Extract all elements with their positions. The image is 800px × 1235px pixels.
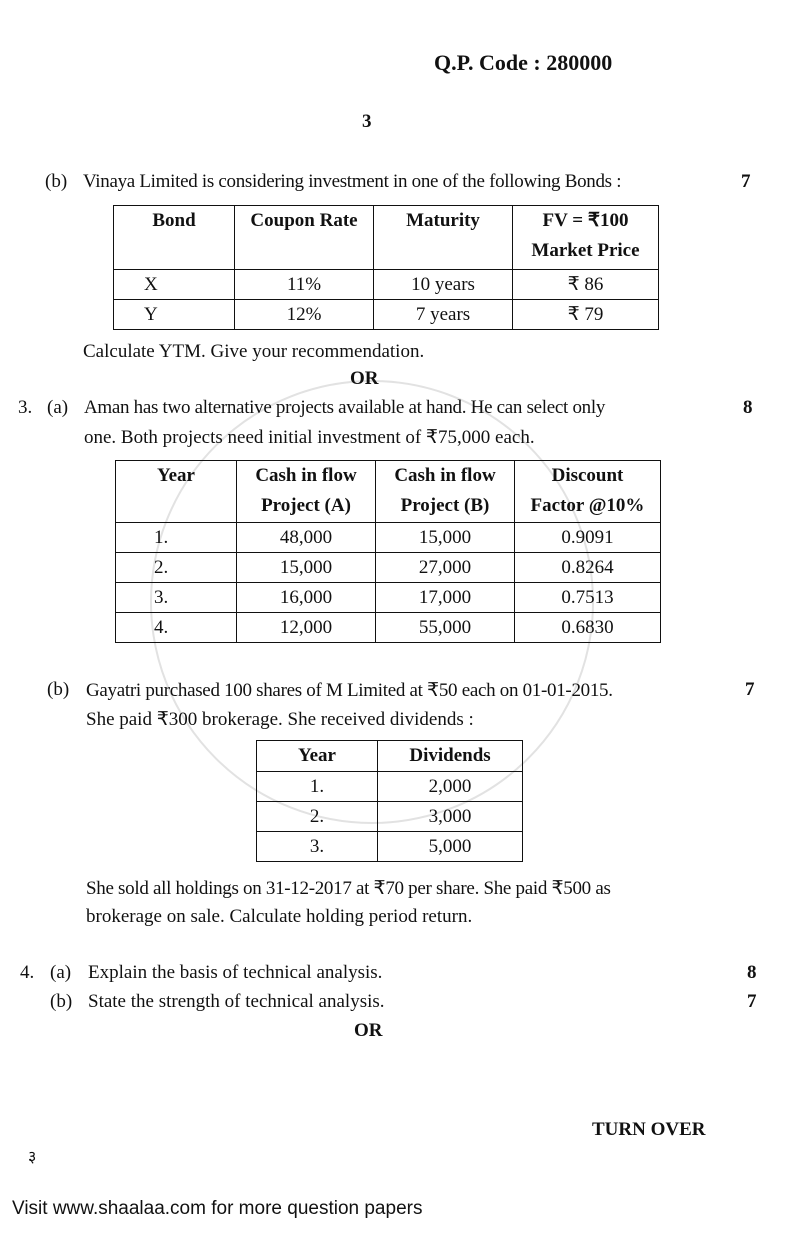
turn-over: TURN OVER	[592, 1119, 706, 1140]
header-project-b: Cash in flow Project (B)	[375, 460, 515, 523]
cell: 27,000	[375, 552, 515, 583]
table-row: 2. 3,000	[256, 801, 523, 832]
cell: 3.	[256, 831, 378, 862]
cell: 5,000	[377, 831, 523, 862]
q3-number: 3.	[18, 397, 33, 418]
q3b-line2: She paid ₹300 brokerage. She received di…	[86, 709, 474, 730]
header-text: Cash in flow	[255, 465, 357, 486]
q3b-marks: 7	[745, 679, 755, 700]
header-text: Cash in flow	[394, 465, 496, 486]
bond-table: Bond Coupon Rate Maturity FV = ₹100 Marke…	[113, 205, 659, 330]
cell: 2.	[256, 801, 378, 832]
q3b-line3: She sold all holdings on 31-12-2017 at ₹…	[86, 878, 611, 899]
cell: 16,000	[236, 582, 376, 613]
q2b-label: (b)	[45, 171, 68, 192]
q2b-text: Vinaya Limited is considering investment…	[83, 171, 622, 192]
q3a-marks: 8	[743, 397, 753, 418]
table-row: 3. 5,000	[256, 831, 523, 862]
header-year: Year	[115, 460, 237, 523]
cell: 2,000	[377, 771, 523, 802]
header-dividends: Dividends	[377, 740, 523, 772]
table-row: 1. 48,000 15,000 0.9091	[115, 522, 661, 553]
page-number: 3	[362, 111, 372, 132]
footer-link-text: Visit www.shaalaa.com for more question …	[12, 1198, 423, 1219]
corner-mark: ३	[28, 1149, 37, 1166]
cell: 3,000	[377, 801, 523, 832]
header-text: Discount	[551, 465, 624, 486]
q3b-line1: Gayatri purchased 100 shares of M Limite…	[86, 680, 613, 701]
table-row: Y 12% 7 years ₹ 79	[113, 299, 659, 330]
q4a-marks: 8	[747, 962, 757, 983]
cell: 15,000	[375, 522, 515, 553]
header-project-a: Cash in flow Project (A)	[236, 460, 376, 523]
cell: 2.	[115, 552, 237, 583]
projects-table: Year Cash in flow Project (A) Cash in flo…	[115, 460, 661, 643]
q4a-text: Explain the basis of technical analysis.	[88, 962, 383, 983]
header-maturity: Maturity	[373, 205, 513, 270]
header-text: Project (A)	[261, 495, 351, 516]
cell: 7 years	[373, 299, 513, 330]
header-discount-factor: Discount Factor @10%	[514, 460, 661, 523]
cell: 15,000	[236, 552, 376, 583]
cell: 1.	[256, 771, 378, 802]
table-row: 1. 2,000	[256, 771, 523, 802]
header-text: Project (B)	[400, 495, 490, 516]
header-coupon-rate: Coupon Rate	[234, 205, 374, 270]
cell: 0.7513	[514, 582, 661, 613]
or-separator: OR	[354, 1020, 383, 1041]
table-row: 3. 16,000 17,000 0.7513	[115, 582, 661, 613]
table-row: 2. 15,000 27,000 0.8264	[115, 552, 661, 583]
header-fv-market-price: FV = ₹100 Market Price	[512, 205, 659, 270]
header-fv: FV = ₹100	[542, 210, 629, 231]
q3b-line4: brokerage on sale. Calculate holding per…	[86, 906, 473, 927]
dividends-table: Year Dividends 1. 2,000 2. 3,000 3. 5,000	[256, 740, 523, 862]
cell: 55,000	[375, 612, 515, 643]
cell: 12,000	[236, 612, 376, 643]
header-year: Year	[256, 740, 378, 772]
or-separator: OR	[350, 368, 379, 389]
cell: 0.8264	[514, 552, 661, 583]
q4b-marks: 7	[747, 991, 757, 1012]
q3a-line1: Aman has two alternative projects availa…	[84, 397, 606, 418]
q3a-line2: one. Both projects need initial investme…	[84, 427, 535, 448]
cell: 1.	[115, 522, 237, 553]
table-row: X 11% 10 years ₹ 86	[113, 269, 659, 300]
cell: 11%	[234, 269, 374, 300]
header-bond: Bond	[113, 205, 235, 270]
cell: 0.9091	[514, 522, 661, 553]
q2b-marks: 7	[741, 171, 751, 192]
cell: 10 years	[373, 269, 513, 300]
qp-code: Q.P. Code : 280000	[434, 50, 613, 75]
header-market-price: Market Price	[531, 240, 640, 261]
q3a-label: (a)	[47, 397, 69, 418]
cell: X	[113, 269, 235, 300]
q3b-label: (b)	[47, 679, 70, 700]
header-text: Year	[157, 465, 195, 486]
table-row: 4. 12,000 55,000 0.6830	[115, 612, 661, 643]
cell: 48,000	[236, 522, 376, 553]
q2b-instruction: Calculate YTM. Give your recommendation.	[83, 341, 425, 362]
cell: 12%	[234, 299, 374, 330]
cell: 4.	[115, 612, 237, 643]
cell: ₹ 86	[512, 269, 659, 300]
header-text: Factor @10%	[530, 495, 645, 516]
cell: Y	[113, 299, 235, 330]
q4a-label: (a)	[50, 962, 72, 983]
cell: 17,000	[375, 582, 515, 613]
cell: 0.6830	[514, 612, 661, 643]
q4b-text: State the strength of technical analysis…	[88, 991, 385, 1012]
q4b-label: (b)	[50, 991, 73, 1012]
q4-number: 4.	[20, 962, 35, 983]
cell: ₹ 79	[512, 299, 659, 330]
cell: 3.	[115, 582, 237, 613]
